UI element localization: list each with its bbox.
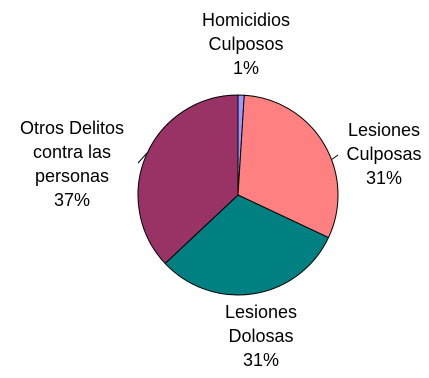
label-otros-delitos: Otros Delitos contra las personas 37%	[2, 116, 142, 212]
pie-slice-lesiones-culposas	[237, 94, 339, 239]
leader-lines	[137, 151, 339, 164]
label-homicidios-line-2: Culposos	[208, 34, 284, 54]
leader-otros-delitos	[137, 151, 149, 164]
label-otros-delitos-line-2: contra las	[32, 142, 112, 162]
label-otros-delitos-line-1: Otros Delitos	[19, 118, 125, 138]
label-homicidios-line-1: Homicidios	[201, 10, 291, 30]
label-lesiones-dolosas: Lesiones Dolosas 31%	[213, 300, 309, 372]
label-lesiones-culposas-pct: 31%	[365, 168, 403, 188]
label-otros-delitos-line-3: personas	[34, 166, 110, 186]
leader-lesiones-culposas	[330, 154, 339, 161]
pie-slice-lesiones-dolosas	[164, 194, 330, 296]
label-homicidios-pct: 1%	[232, 58, 259, 78]
label-homicidios-culposos: Homicidios Culposos 1%	[186, 8, 306, 80]
label-lesiones-culposas-line-1: Lesiones	[347, 120, 421, 140]
label-lesiones-dolosas-line-1: Lesiones	[224, 302, 298, 322]
pie-slices	[137, 94, 339, 296]
pie-slice-otros-delitos	[137, 94, 239, 265]
label-lesiones-dolosas-pct: 31%	[242, 350, 280, 370]
label-lesiones-culposas: Lesiones Culposas 31%	[336, 118, 429, 190]
label-lesiones-dolosas-line-2: Dolosas	[228, 326, 294, 346]
label-otros-delitos-pct: 37%	[53, 190, 91, 210]
label-lesiones-culposas-line-2: Culposas	[346, 144, 422, 164]
